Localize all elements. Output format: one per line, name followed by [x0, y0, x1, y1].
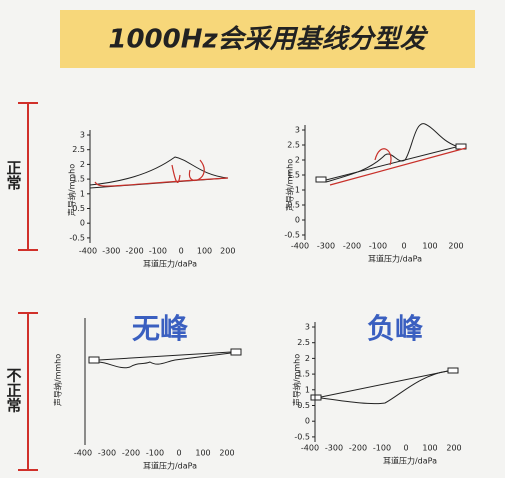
- panels: 32.521.510.50-0.5-400 -300 -200 -100 0 100 200…: [53, 125, 464, 471]
- y-tick-label: 0: [80, 219, 85, 228]
- x-tick-label: -200: [126, 247, 144, 256]
- y-tick-label: 2: [80, 160, 85, 169]
- x-tick-label: 0: [401, 242, 406, 251]
- y-tick-label: 1.5: [297, 370, 310, 379]
- y-axis-label: 声导纳/mmho: [67, 164, 77, 216]
- marker: [310, 394, 322, 401]
- y-tick-label: -0.5: [284, 231, 300, 240]
- y-axis-label: 声导纳/mmho: [292, 354, 302, 406]
- y-tick-label: 2: [305, 354, 310, 363]
- x-tick-label: -400: [301, 444, 319, 453]
- x-tick-label: -300: [325, 444, 343, 453]
- y-tick-label: 1.5: [72, 175, 85, 184]
- y-tick-label: 1: [80, 189, 85, 198]
- group-label: 不正常: [5, 368, 23, 414]
- curve: [89, 156, 229, 186]
- y-tick-label: 0.5: [297, 401, 310, 410]
- x-axis-label: 耳道压力/daPa: [143, 259, 197, 269]
- baseline: [320, 370, 449, 398]
- x-tick-label: -400: [74, 449, 92, 458]
- x-tick-label: 100: [197, 247, 212, 256]
- x-tick-label: -200: [349, 444, 367, 453]
- curve: [98, 352, 232, 369]
- group-label: 正常: [5, 160, 23, 191]
- y-tick-label: 2.5: [297, 338, 310, 347]
- y-tick-label: 2.5: [287, 141, 300, 150]
- x-tick-label: -100: [149, 247, 167, 256]
- x-tick-label: -400: [79, 247, 97, 256]
- title-banner: [60, 10, 475, 68]
- y-tick-label: 2: [295, 156, 300, 165]
- x-tick-label: -400: [291, 242, 309, 251]
- x-tick-label: 200: [220, 247, 235, 256]
- x-tick-label: -200: [343, 242, 361, 251]
- baseline: [98, 351, 232, 361]
- y-tick-label: -0.5: [69, 233, 85, 242]
- y-axis-label: 声导纳/mmho: [53, 354, 63, 406]
- marker: [88, 356, 100, 364]
- marker: [447, 367, 459, 374]
- y-tick-label: 0.5: [287, 201, 300, 210]
- x-tick-label: 200: [446, 444, 461, 453]
- y-tick-label: 0: [305, 417, 310, 426]
- marker: [230, 348, 242, 356]
- x-tick-label: -300: [317, 242, 335, 251]
- y-tick-label: 3: [295, 126, 300, 135]
- x-tick-label: 100: [422, 444, 437, 453]
- y-tick-label: 0: [295, 216, 300, 225]
- curve: [325, 123, 457, 183]
- curve: [320, 370, 449, 405]
- x-tick-label: 100: [195, 449, 210, 458]
- x-tick-label: -300: [98, 449, 116, 458]
- x-tick-label: 100: [422, 242, 437, 251]
- x-tick-label: -100: [369, 242, 387, 251]
- y-tick-label: 3: [80, 131, 85, 140]
- x-tick-label: -100: [373, 444, 391, 453]
- x-axis-label: 耳道压力/daPa: [368, 254, 422, 264]
- x-tick-label: 200: [448, 242, 463, 251]
- x-tick-label: -300: [102, 247, 120, 256]
- y-axis-label: 声导纳/mmho: [285, 159, 295, 211]
- title: 1000Hz会采用基线分型发: [108, 25, 428, 55]
- handwriting: [94, 159, 229, 187]
- y-tick-label: -0.5: [294, 432, 310, 441]
- x-tick-label: -100: [146, 449, 164, 458]
- x-axis-label: 耳道压力/daPa: [383, 456, 437, 466]
- annotation: 无峰: [132, 312, 188, 345]
- x-tick-label: -200: [122, 449, 140, 458]
- y-tick-label: 0.5: [72, 204, 85, 213]
- label-bg: [2, 150, 24, 198]
- annotation: 负峰: [367, 312, 423, 345]
- x-tick-label: 0: [176, 449, 181, 458]
- x-tick-label: 200: [219, 449, 234, 458]
- x-tick-label: 0: [179, 247, 184, 256]
- label-bg: [2, 355, 24, 425]
- handwriting: [329, 147, 467, 186]
- y-tick-label: 2.5: [72, 145, 85, 154]
- x-tick-label: 0: [403, 444, 408, 453]
- marker: [315, 176, 327, 183]
- x-axis-label: 耳道压力/daPa: [143, 461, 197, 471]
- y-tick-label: 3: [305, 323, 310, 332]
- y-tick-label: 1: [305, 385, 310, 394]
- y-tick-label: 1: [295, 186, 300, 195]
- y-tick-label: 1.5: [287, 171, 300, 180]
